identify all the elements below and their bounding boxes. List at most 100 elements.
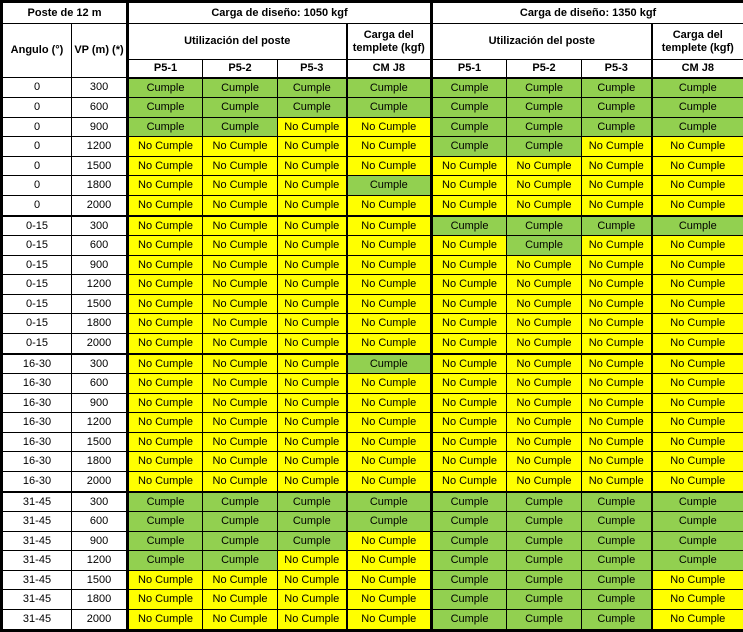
angle-cell: 31-45 [1, 530, 72, 552]
status-cell: No Cumple [581, 293, 653, 315]
status-cell: No Cumple [202, 254, 279, 276]
status-cell: No Cumple [650, 608, 743, 632]
status-cell: No Cumple [126, 215, 204, 237]
vp-column-header: VP (m) (*) [70, 23, 129, 78]
table-row: 0 600 Cumple Cumple Cumple Cumple Cumple… [1, 97, 743, 118]
status-cell: No Cumple [126, 136, 204, 157]
status-cell: No Cumple [581, 313, 653, 334]
status-cell: No Cumple [650, 412, 743, 433]
angle-cell: 0-15 [1, 313, 72, 334]
status-cell: No Cumple [650, 194, 743, 217]
status-cell: No Cumple [126, 313, 204, 334]
status-cell: Cumple [345, 76, 433, 99]
vp-cell: 2000 [70, 608, 129, 632]
angle-cell: 0 [1, 194, 72, 217]
angle-cell: 0 [1, 175, 72, 196]
status-cell: No Cumple [126, 274, 204, 295]
status-cell: No Cumple [430, 470, 508, 493]
status-cell: No Cumple [506, 313, 583, 334]
status-cell: No Cumple [126, 412, 204, 433]
status-cell: No Cumple [126, 235, 204, 256]
angle-column-header: Angulo (°) [1, 23, 72, 78]
status-cell: No Cumple [506, 392, 583, 414]
table-row: 16-30 1200 No Cumple No Cumple No Cumple… [1, 412, 743, 433]
status-cell: No Cumple [581, 392, 653, 414]
status-cell: No Cumple [506, 373, 583, 394]
vp-cell: 1800 [70, 175, 129, 196]
status-cell: No Cumple [650, 175, 743, 196]
status-cell: Cumple [430, 215, 508, 237]
status-cell: No Cumple [277, 373, 348, 394]
status-cell: No Cumple [506, 155, 583, 177]
status-cell: No Cumple [430, 293, 508, 315]
status-cell: No Cumple [430, 431, 508, 453]
status-cell: No Cumple [126, 175, 204, 196]
status-cell: No Cumple [202, 175, 279, 196]
subcol-p5-1-1350: P5-1 [430, 59, 508, 79]
status-cell: No Cumple [277, 589, 348, 610]
status-cell: No Cumple [345, 550, 433, 571]
status-cell: No Cumple [430, 274, 508, 295]
status-cell: Cumple [506, 491, 583, 513]
angle-cell: 16-30 [1, 412, 72, 433]
angle-cell: 16-30 [1, 392, 72, 414]
status-cell: Cumple [506, 235, 583, 256]
status-cell: No Cumple [345, 155, 433, 177]
angle-cell: 31-45 [1, 511, 72, 532]
header-row-subcols: P5-1 P5-2 P5-3 CM J8 P5-1 P5-2 P5-3 CM J… [2, 59, 743, 79]
status-cell: Cumple [202, 491, 279, 513]
status-cell: Cumple [277, 491, 348, 513]
vp-cell: 2000 [70, 194, 129, 217]
vp-cell: 1500 [70, 431, 129, 453]
angle-cell: 0-15 [1, 274, 72, 295]
status-cell: No Cumple [650, 353, 743, 375]
status-cell: Cumple [506, 76, 583, 99]
status-cell: No Cumple [506, 293, 583, 315]
status-cell: No Cumple [345, 194, 433, 217]
status-cell: Cumple [581, 511, 653, 532]
angle-cell: 31-45 [1, 608, 72, 632]
status-cell: Cumple [506, 215, 583, 237]
angle-cell: 31-45 [1, 569, 72, 591]
status-cell: No Cumple [126, 194, 204, 217]
status-cell: No Cumple [345, 412, 433, 433]
status-cell: No Cumple [277, 116, 348, 138]
subcol-p5-3-1350: P5-3 [581, 59, 653, 79]
table-row: 31-45 300 Cumple Cumple Cumple Cumple Cu… [1, 491, 743, 513]
status-cell: No Cumple [650, 235, 743, 256]
status-cell: No Cumple [277, 431, 348, 453]
angle-cell: 0 [1, 155, 72, 177]
status-cell: Cumple [126, 97, 204, 118]
vp-cell: 600 [70, 373, 129, 394]
angle-cell: 0-15 [1, 235, 72, 256]
status-cell: No Cumple [650, 274, 743, 295]
status-cell: No Cumple [506, 470, 583, 493]
status-cell: No Cumple [430, 353, 508, 375]
angle-cell: 0 [1, 97, 72, 118]
status-cell: Cumple [581, 608, 653, 632]
status-cell: Cumple [345, 97, 433, 118]
subcol-cmj8-1350: CM J8 [650, 59, 743, 79]
table-row: 0 1800 No Cumple No Cumple No Cumple Cum… [1, 175, 743, 196]
status-cell: No Cumple [506, 332, 583, 355]
status-cell: Cumple [277, 511, 348, 532]
status-cell: Cumple [430, 511, 508, 532]
status-cell: No Cumple [126, 155, 204, 177]
status-cell: Cumple [506, 116, 583, 138]
status-cell: No Cumple [430, 155, 508, 177]
status-cell: Cumple [506, 608, 583, 632]
status-cell: No Cumple [277, 332, 348, 355]
table-row: 16-30 1800 No Cumple No Cumple No Cumple… [1, 451, 743, 472]
status-cell: No Cumple [202, 569, 279, 591]
status-cell: No Cumple [650, 589, 743, 610]
status-cell: No Cumple [506, 274, 583, 295]
status-cell: No Cumple [581, 353, 653, 375]
templete-header-1050: Carga del templete (kgf) [345, 23, 433, 60]
status-cell: Cumple [277, 530, 348, 552]
status-cell: No Cumple [345, 451, 433, 472]
status-cell: Cumple [345, 175, 433, 196]
subcol-cmj8-1050: CM J8 [345, 59, 433, 79]
status-cell: No Cumple [506, 353, 583, 375]
vp-cell: 900 [70, 254, 129, 276]
table-row: 16-30 600 No Cumple No Cumple No Cumple … [1, 373, 743, 394]
